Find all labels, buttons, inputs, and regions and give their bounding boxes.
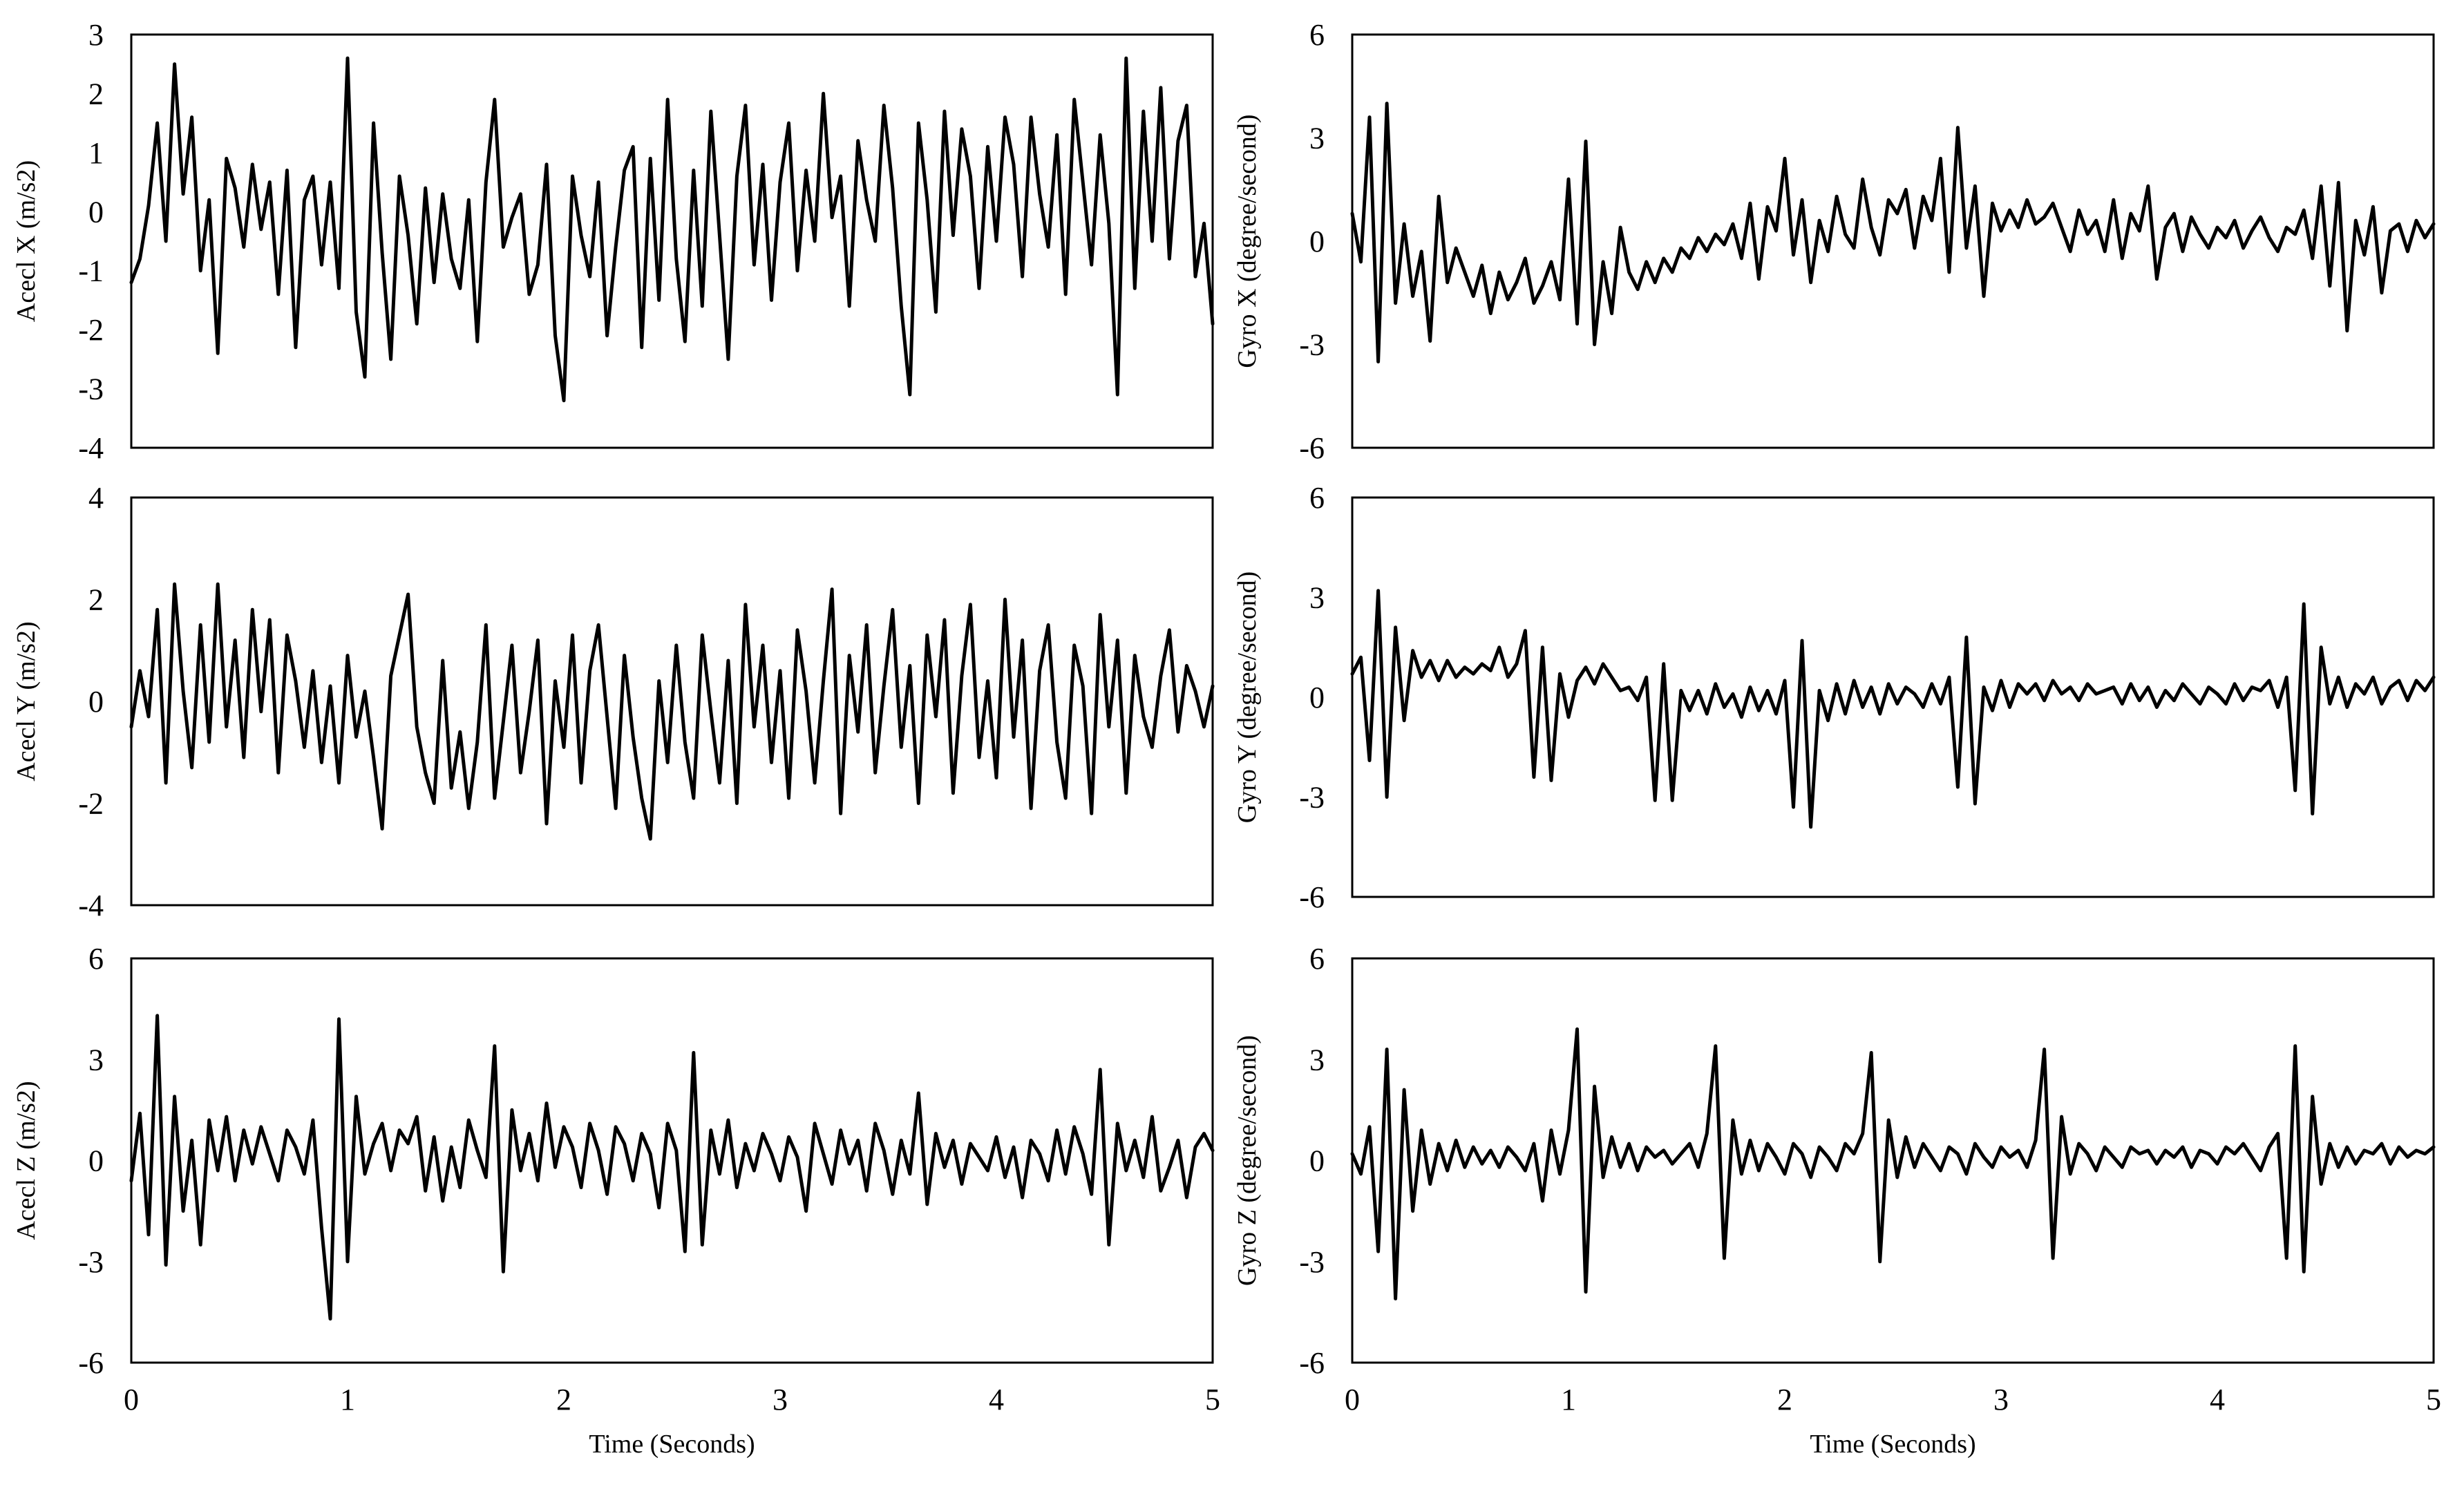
y-tick-labels: 6 3 0 -3 -6 [1299, 942, 1325, 1380]
x-tick-label: 0 [1345, 1383, 1360, 1417]
x-tick-label: 1 [340, 1383, 355, 1417]
series-line-gyro-y [1350, 589, 2436, 829]
x-tick-labels: 0 1 2 3 4 5 [1345, 1383, 2441, 1417]
y-tick-label: -3 [78, 372, 104, 406]
y-tick-label: 2 [88, 77, 104, 111]
y-tick-label: 0 [88, 685, 104, 719]
plot-frame [1351, 496, 2435, 898]
y-axis-label: Acecl Z (m/s2) [12, 1081, 41, 1240]
series-line-acecl-y [129, 582, 1215, 841]
y-tick-label: -6 [1299, 880, 1325, 914]
panel-gyro-x: 6 3 0 -3 -6 Gyro X (degree/second) [1233, 18, 2436, 465]
x-axis-label: Time (Seconds) [1810, 1430, 1975, 1459]
y-tick-label: -2 [78, 787, 104, 821]
y-tick-label: 6 [1309, 942, 1325, 976]
y-tick-label: 6 [1309, 481, 1325, 515]
y-tick-label: 0 [88, 1144, 104, 1178]
y-tick-label: 6 [88, 942, 104, 976]
y-tick-label: 3 [1309, 581, 1325, 615]
plot-frame [130, 496, 1214, 907]
y-tick-labels: 6 3 0 -3 -6 [78, 942, 104, 1380]
series-line-gyro-z [1350, 1027, 2436, 1300]
x-tick-label: 0 [124, 1383, 139, 1417]
x-tick-label: 4 [2210, 1383, 2225, 1417]
series-line-gyro-x [1350, 102, 2436, 363]
y-tick-label: 0 [1309, 1144, 1325, 1178]
y-tick-label: 3 [1309, 122, 1325, 155]
y-tick-labels: 4 2 0 -2 -4 [78, 481, 104, 922]
series-line-acecl-z [129, 1014, 1215, 1321]
y-tick-label: 0 [88, 195, 104, 229]
y-tick-label: 2 [88, 583, 104, 617]
y-tick-label: 3 [1309, 1043, 1325, 1077]
x-tick-label: 3 [1993, 1383, 2009, 1417]
plot-frame [1351, 957, 2435, 1364]
plot-frame [130, 33, 1214, 449]
y-tick-labels: 3 2 1 0 -1 -2 -3 -4 [78, 18, 104, 465]
y-tick-label: 3 [88, 18, 104, 52]
panel-acecl-x: 3 2 1 0 -1 -2 -3 -4 Acecl X (m/s2) [12, 18, 1215, 465]
y-axis-label: Gyro Z (degree/second) [1233, 1035, 1262, 1286]
panel-gyro-y: 6 3 0 -3 -6 Gyro Y (degree/second) [1233, 481, 2436, 914]
plot-frame [130, 957, 1214, 1364]
x-tick-label: 4 [989, 1383, 1004, 1417]
y-tick-label: 1 [88, 136, 104, 170]
y-axis-label: Gyro Y (degree/second) [1233, 571, 1262, 823]
series-line-acecl-x [129, 56, 1215, 403]
panel-gyro-z: 6 3 0 -3 -6 0 1 2 3 4 5 Gyro Z (degree/second) Ti… [1233, 942, 2441, 1459]
panel-acecl-y: 4 2 0 -2 -4 Acecl Y (m/s2) [12, 481, 1215, 922]
y-tick-label: 4 [88, 481, 104, 515]
x-tick-label: 1 [1561, 1383, 1576, 1417]
y-tick-label: -3 [78, 1245, 104, 1279]
y-tick-label: -2 [78, 313, 104, 347]
y-tick-label: -6 [1299, 431, 1325, 465]
y-tick-labels: 6 3 0 -3 -6 [1299, 18, 1325, 465]
y-tick-label: -3 [1299, 328, 1325, 362]
plot-frame [1351, 33, 2435, 449]
y-tick-label: 6 [1309, 18, 1325, 52]
y-axis-label: Gyro X (degree/second) [1233, 114, 1262, 368]
y-tick-label: 0 [1309, 681, 1325, 714]
y-axis-label: Acecl X (m/s2) [12, 160, 41, 322]
panel-acecl-z: 6 3 0 -3 -6 0 1 2 3 4 5 Acecl Z (m/s2) Time (Seco… [12, 942, 1220, 1459]
y-tick-label: -3 [1299, 1245, 1325, 1279]
x-axis-label: Time (Seconds) [589, 1430, 755, 1459]
x-tick-label: 2 [556, 1383, 571, 1417]
x-tick-label: 3 [773, 1383, 788, 1417]
x-tick-labels: 0 1 2 3 4 5 [124, 1383, 1220, 1417]
y-axis-label: Acecl Y (m/s2) [12, 621, 41, 781]
y-tick-label: -4 [78, 889, 104, 922]
x-tick-label: 5 [1205, 1383, 1220, 1417]
y-tick-label: 3 [88, 1043, 104, 1077]
y-tick-label: -1 [78, 254, 104, 288]
y-tick-label: -6 [78, 1346, 104, 1380]
y-tick-label: -3 [1299, 781, 1325, 815]
y-tick-label: -6 [1299, 1346, 1325, 1380]
x-tick-label: 5 [2426, 1383, 2441, 1417]
y-tick-label: 0 [1309, 225, 1325, 258]
y-tick-labels: 6 3 0 -3 -6 [1299, 481, 1325, 914]
x-tick-label: 2 [1777, 1383, 1792, 1417]
y-tick-label: -4 [78, 431, 104, 465]
